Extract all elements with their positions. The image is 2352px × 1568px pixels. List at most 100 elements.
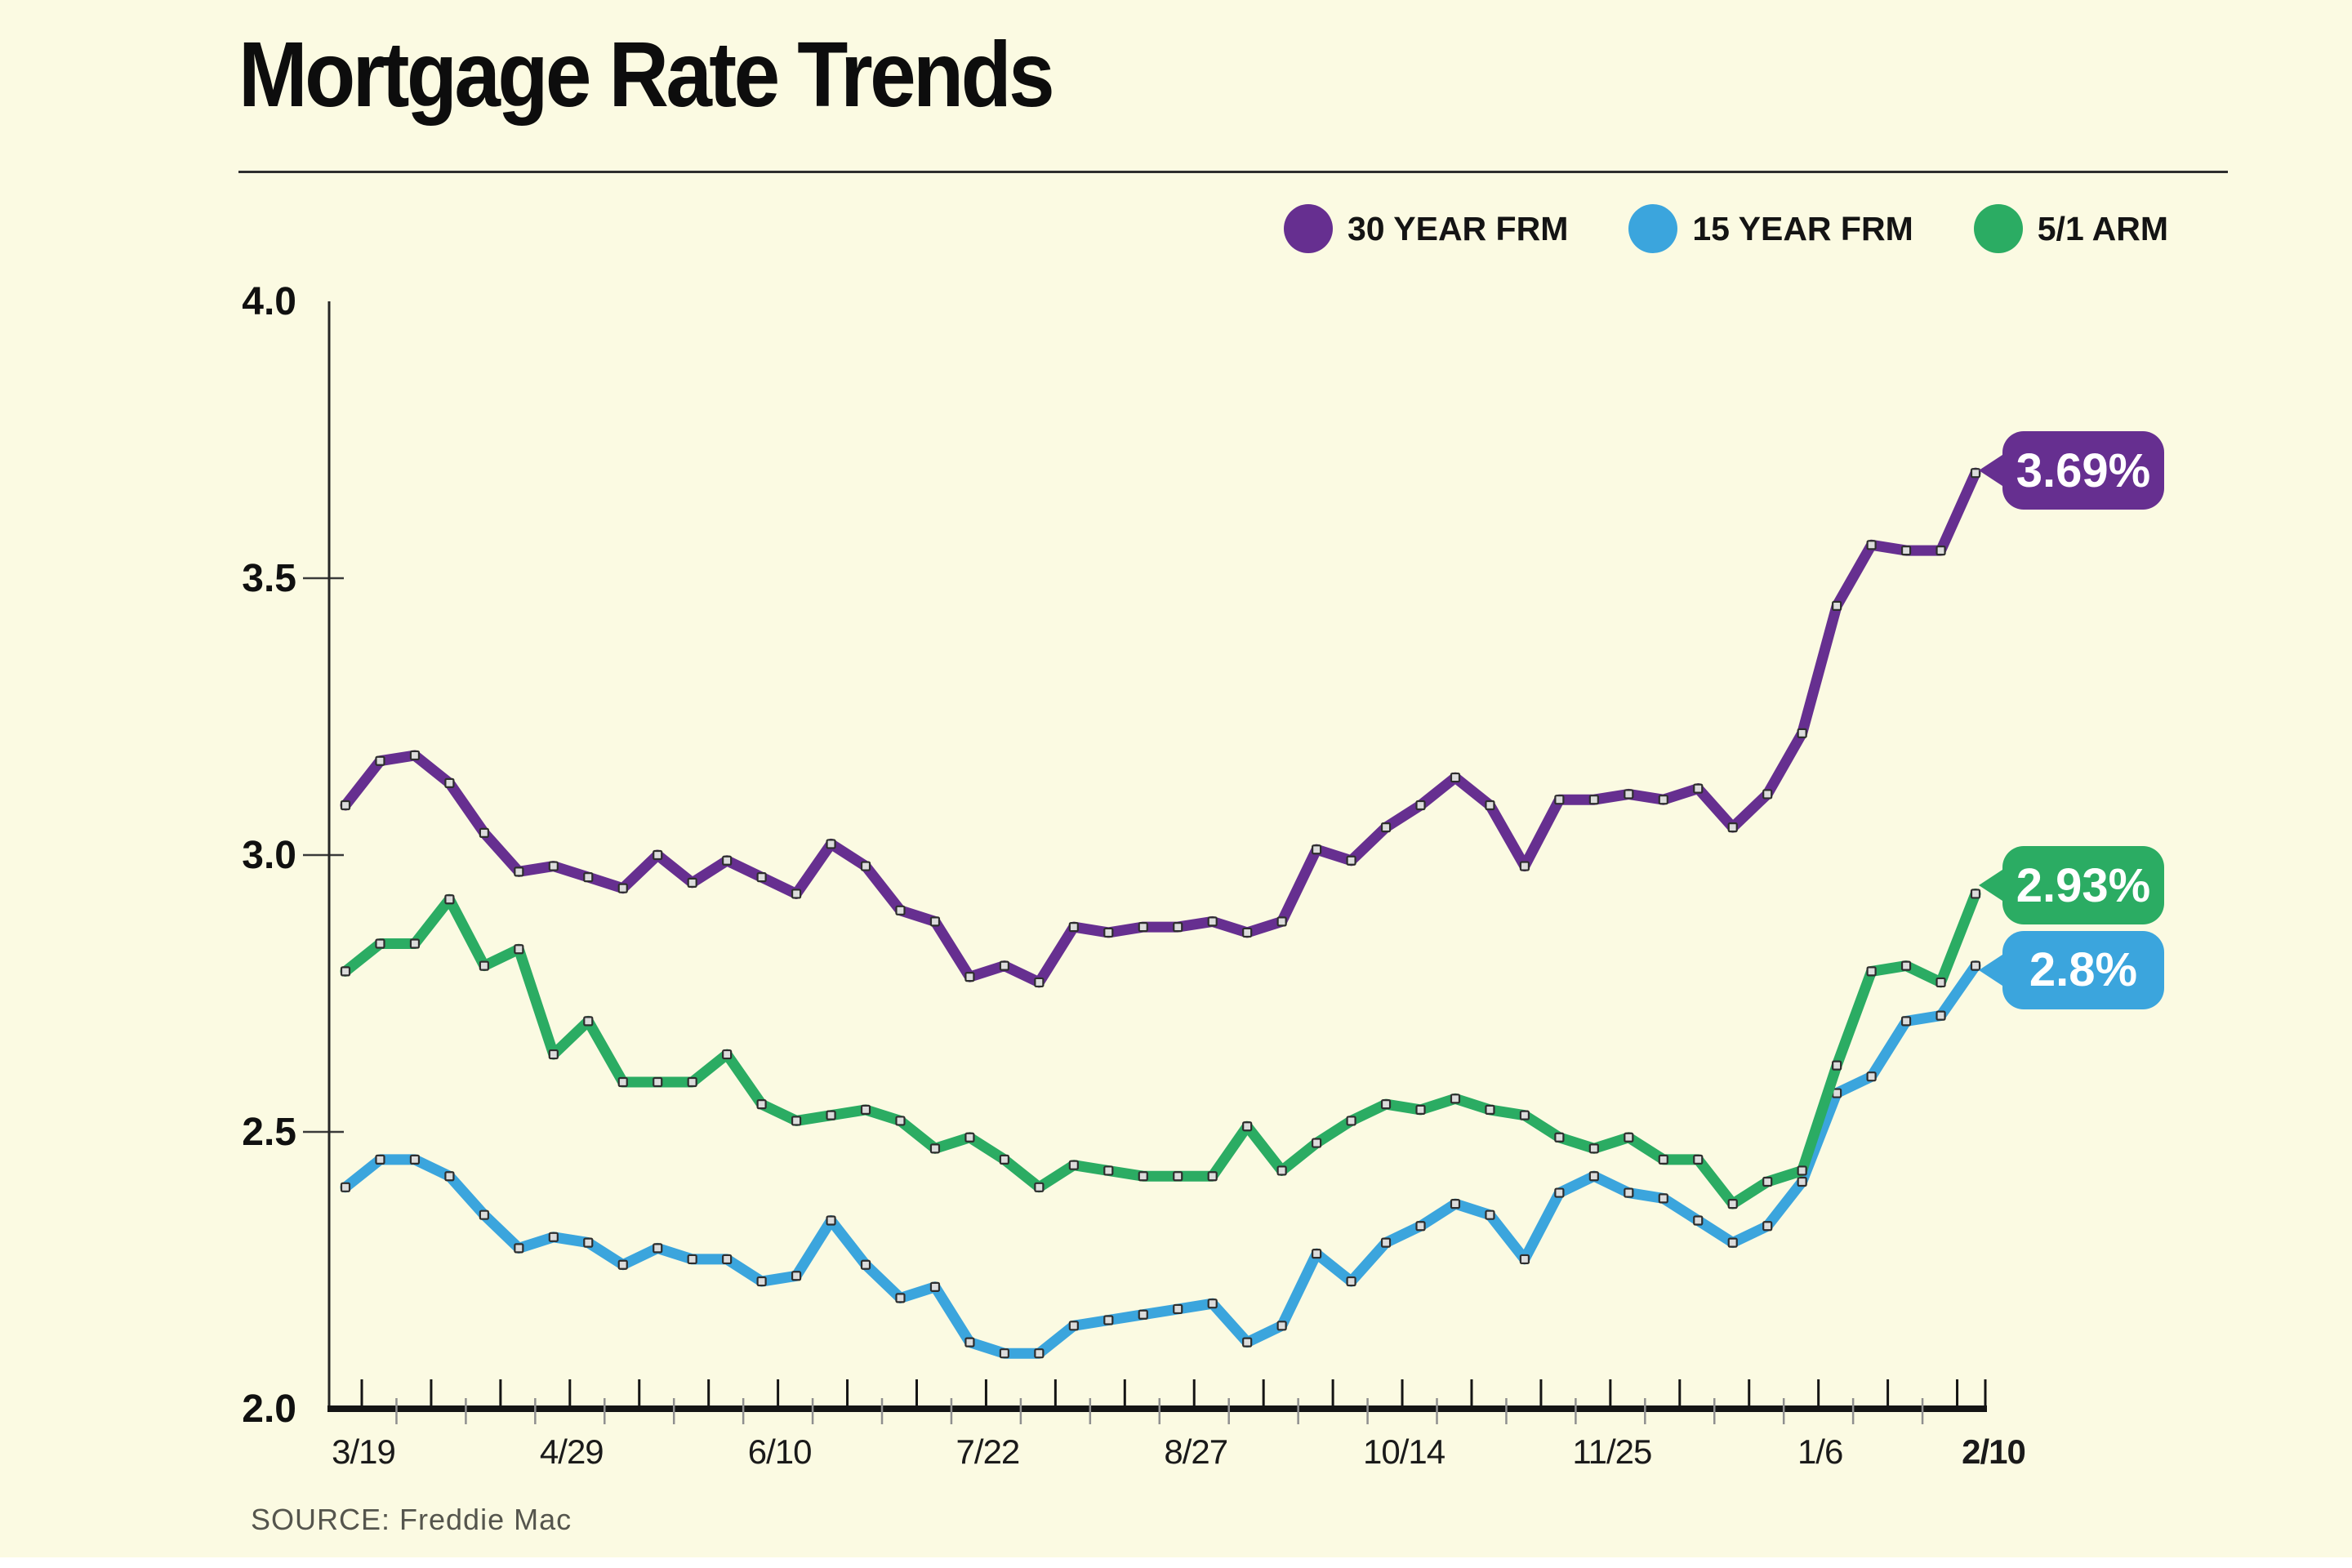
- data-point-marker: [1276, 916, 1287, 927]
- data-point-marker: [1624, 789, 1634, 800]
- data-point-marker: [1727, 1199, 1738, 1209]
- data-point-marker: [1450, 772, 1461, 783]
- data-point-marker: [999, 1348, 1009, 1359]
- data-point-marker: [929, 1281, 941, 1292]
- data-point-marker: [895, 905, 906, 915]
- x-axis-label: 3/19: [332, 1432, 395, 1471]
- data-point-marker: [479, 960, 489, 971]
- data-point-marker: [1415, 800, 1426, 811]
- data-point-marker: [1034, 1348, 1045, 1359]
- data-point-marker: [514, 1243, 524, 1254]
- data-point-marker: [687, 1076, 697, 1088]
- data-point-marker: [1103, 1315, 1114, 1325]
- data-point-marker: [1415, 1104, 1426, 1115]
- data-point-marker: [1762, 1176, 1773, 1187]
- data-point-marker: [1138, 922, 1148, 933]
- data-point-marker: [1519, 861, 1530, 871]
- data-point-marker: [1380, 822, 1392, 833]
- legend-label-15-year-frm: 15 YEAR FRM: [1692, 209, 1913, 247]
- data-point-marker: [1450, 1199, 1461, 1209]
- data-point-marker: [1866, 966, 1877, 977]
- title-underline: [238, 171, 2228, 173]
- data-point-marker: [999, 960, 1009, 971]
- data-point-marker: [514, 944, 524, 955]
- data-point-marker: [1797, 1165, 1807, 1176]
- data-point-marker: [617, 883, 628, 893]
- callout-5-1-arm-value: 2.93%: [1979, 846, 2164, 925]
- data-point-marker: [1658, 1154, 1668, 1165]
- data-point-marker: [1554, 795, 1565, 805]
- data-point-marker: [1207, 1298, 1218, 1309]
- data-point-marker: [444, 777, 455, 788]
- series-line-5-1-arm: [340, 889, 1981, 1209]
- data-point-marker: [1276, 1165, 1287, 1176]
- callout-tail-icon: [1979, 952, 2005, 987]
- data-point-marker: [583, 1016, 594, 1027]
- data-point-marker: [1762, 789, 1773, 800]
- data-point-marker: [1658, 1193, 1668, 1204]
- x-axis-label: 1/6: [1797, 1432, 1842, 1471]
- data-point-marker: [375, 1154, 385, 1165]
- data-point-marker: [1346, 1276, 1356, 1287]
- source-note: SOURCE: Freddie Mac: [251, 1503, 572, 1536]
- data-point-marker: [653, 1243, 663, 1254]
- data-point-marker: [1346, 1116, 1356, 1126]
- data-point-marker: [1797, 728, 1807, 738]
- data-point-marker: [826, 1110, 836, 1120]
- data-point-marker: [1312, 1138, 1322, 1148]
- data-point-marker: [964, 1132, 975, 1143]
- data-point-marker: [1276, 1321, 1287, 1331]
- data-point-marker: [548, 861, 559, 871]
- page-title: Mortgage Rate Trends: [238, 23, 1055, 126]
- data-point-marker: [583, 872, 594, 883]
- legend-label-5-1-arm: 5/1 ARM: [2037, 209, 2168, 247]
- data-point-marker: [1034, 1182, 1045, 1192]
- data-point-marker: [1242, 1121, 1253, 1132]
- data-point-marker: [1658, 795, 1668, 805]
- data-point-marker: [617, 1076, 628, 1088]
- data-point-marker: [791, 889, 802, 899]
- data-point-marker: [653, 849, 663, 861]
- data-point-marker: [791, 1116, 802, 1126]
- data-point-marker: [1832, 1060, 1842, 1071]
- data-point-marker: [1415, 1221, 1426, 1232]
- series-line-15-year-frm: [340, 960, 1981, 1359]
- x-axis-label: 11/25: [1572, 1432, 1651, 1471]
- data-point-marker: [722, 1049, 733, 1060]
- y-axis-label: 3.0: [242, 834, 296, 877]
- data-point-marker: [479, 1209, 489, 1220]
- legend-dot-30-year-frm: [1284, 204, 1333, 253]
- data-point-marker: [1936, 1010, 1946, 1021]
- data-point-marker: [1242, 1337, 1253, 1348]
- data-point-marker: [1693, 1215, 1704, 1226]
- data-point-marker: [1173, 1303, 1183, 1315]
- data-point-marker: [548, 1049, 559, 1060]
- data-point-marker: [826, 839, 836, 849]
- data-point-marker: [1727, 1237, 1738, 1248]
- data-point-marker: [1173, 922, 1183, 933]
- legend-item-30-year-frm: 30 YEAR FRM: [1284, 204, 1568, 253]
- data-point-marker: [929, 1143, 941, 1154]
- data-point-marker: [1485, 1104, 1495, 1115]
- data-point-marker: [1588, 1171, 1599, 1182]
- data-point-marker: [1207, 1171, 1218, 1182]
- x-axis-label: 8/27: [1164, 1432, 1227, 1471]
- x-axis-label: 7/22: [956, 1432, 1020, 1471]
- data-point-marker: [1936, 545, 1946, 556]
- data-point-marker: [375, 938, 385, 949]
- data-point-marker: [444, 894, 455, 905]
- callout-30-year-frm-label: 3.69%: [2016, 443, 2151, 497]
- data-point-marker: [1727, 822, 1738, 833]
- data-point-marker: [1866, 1071, 1877, 1082]
- data-point-marker: [1068, 922, 1079, 933]
- data-point-marker: [479, 827, 489, 838]
- data-point-marker: [1103, 927, 1114, 938]
- x-axis-label: 10/14: [1363, 1432, 1446, 1471]
- data-point-marker: [1900, 960, 1912, 971]
- data-point-marker: [1034, 977, 1045, 988]
- data-point-marker: [1519, 1110, 1530, 1120]
- data-point-marker: [860, 1259, 871, 1270]
- data-point-marker: [1485, 1209, 1495, 1220]
- data-point-marker: [548, 1232, 559, 1242]
